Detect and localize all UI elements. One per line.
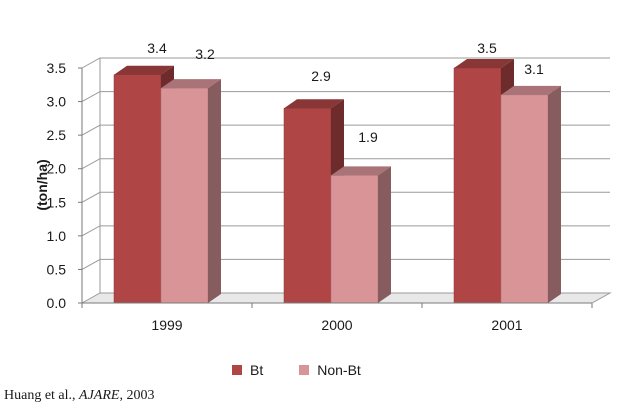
legend-label-non-bt: Non-Bt	[317, 362, 361, 378]
y-tick-label: 2.0	[47, 161, 67, 177]
x-tick-label: 1999	[151, 317, 182, 333]
bar-top	[501, 85, 561, 95]
bar-top	[114, 65, 174, 75]
bar-bt-2000	[283, 108, 332, 304]
y-tick-label: 2.5	[47, 127, 67, 143]
bar-bt-2001	[453, 67, 502, 304]
legend-item-bt: Bt	[232, 362, 263, 378]
data-label: 3.1	[524, 61, 544, 77]
gridline	[81, 57, 610, 69]
gridline	[81, 124, 610, 136]
bar-side	[208, 79, 221, 304]
bar-top	[284, 99, 344, 109]
y-tick-label: 1.0	[47, 228, 67, 244]
bar-non-bt-2000	[330, 175, 379, 304]
legend-item-non-bt: Non-Bt	[299, 362, 361, 378]
data-label: 3.4	[147, 40, 167, 56]
bars	[113, 59, 561, 304]
gridline	[81, 258, 610, 270]
y-tick-label: 1.5	[47, 194, 67, 210]
y-tick-label: 0.5	[47, 261, 67, 277]
bar-side	[378, 166, 391, 303]
x-tick-label: 2000	[321, 317, 352, 333]
citation-journal: AJARE	[79, 388, 120, 403]
y-tick-label: 3.0	[47, 94, 67, 110]
citation: Huang et al., AJARE, 2003	[4, 388, 154, 404]
bar-top	[454, 59, 514, 68]
bar-non-bt-2001	[500, 94, 549, 304]
bar-bt-1999	[113, 74, 162, 304]
bar-side	[548, 85, 561, 303]
axes: 0.0 0.5 1.0 1.5 2.0 2.5 3.0 3.5 1999 2000 2001	[47, 60, 593, 333]
y-tick-label: 3.5	[47, 60, 67, 76]
value-labels: 3.4 3.2 2.9 1.9 3.5 3.1	[147, 40, 544, 145]
bar-non-bt-1999	[160, 87, 209, 304]
gridline	[81, 91, 610, 103]
gridlines	[81, 57, 610, 270]
data-label: 3.5	[477, 40, 497, 56]
legend-swatch-bt	[232, 365, 242, 375]
gridline	[81, 158, 610, 170]
legend: Bt Non-Bt	[232, 362, 397, 378]
bar-chart: 3.4 3.2 2.9 1.9 3.5 3.1 0.0 0.5 1.0 1.5 2.0 2.5 3.0…	[34, 40, 612, 333]
citation-year: , 2003	[119, 388, 155, 403]
bar-top	[161, 79, 221, 89]
legend-swatch-non-bt	[299, 365, 310, 375]
bar-top	[331, 166, 391, 176]
gridline	[81, 225, 610, 237]
citation-authors: Huang et al.,	[4, 388, 80, 403]
gridline	[81, 191, 610, 203]
x-tick-label: 2001	[491, 317, 522, 333]
data-label: 3.2	[195, 46, 215, 62]
y-axis-label: (ton/ha)	[34, 159, 50, 210]
y-tick-label: 0.0	[47, 295, 67, 311]
legend-label-bt: Bt	[250, 362, 264, 378]
data-label: 1.9	[358, 129, 378, 145]
data-label: 2.9	[311, 68, 331, 84]
